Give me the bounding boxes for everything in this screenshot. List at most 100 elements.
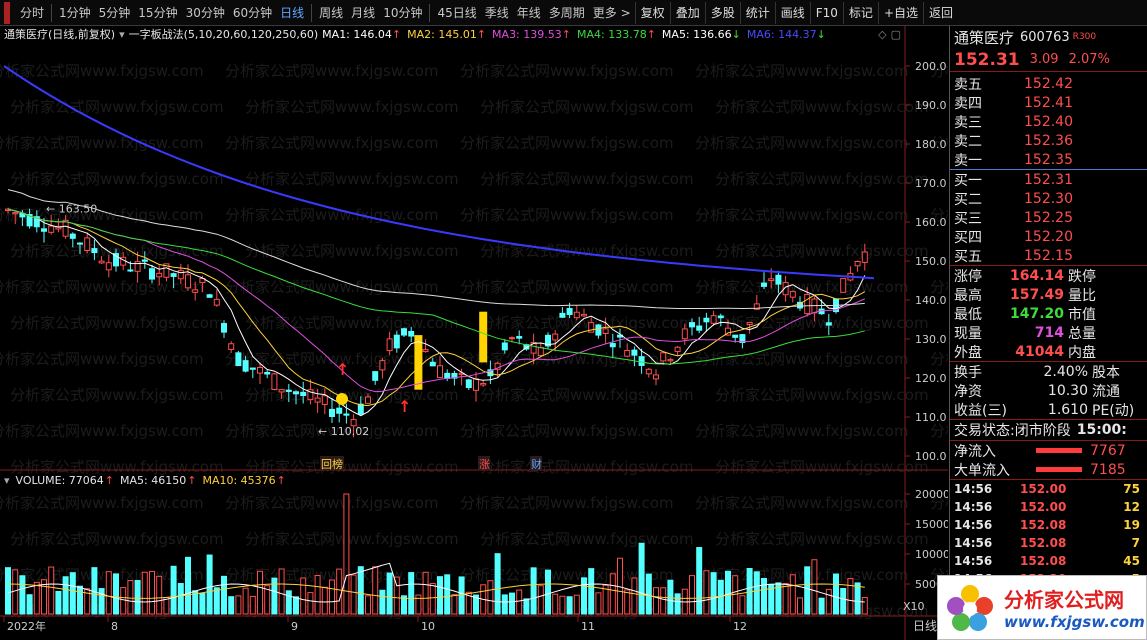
period-tab-11[interactable]: 季线: [484, 5, 509, 20]
volume-bar: [69, 572, 76, 615]
volume-bar: [408, 572, 415, 615]
candle-body: [797, 301, 803, 309]
period-tab-12[interactable]: 年线: [516, 5, 541, 20]
ask-label: 卖二: [954, 133, 982, 150]
candle-body: [33, 216, 40, 228]
volume-tick-label: 5000: [915, 578, 943, 591]
volume-bar: [62, 576, 69, 615]
watermark-text: 分析家公式网www.fxjgsw.com: [0, 134, 204, 152]
period-tab-9[interactable]: 10分钟: [383, 5, 423, 20]
toolbar-action-6[interactable]: 标记: [842, 1, 878, 24]
volume-bar: [581, 577, 587, 615]
toolbar-action-0[interactable]: 复权: [634, 1, 670, 24]
candle-body: [257, 366, 263, 374]
candle-body: [242, 360, 249, 372]
bid-price: 152.30: [1024, 190, 1073, 207]
up-arrow-icon: ↑: [646, 27, 656, 41]
candle-body: [170, 273, 177, 277]
watermark-text: 分析家公式网www.fxjgsw.com: [225, 134, 439, 152]
zoom-box-icon[interactable]: ▢: [890, 27, 901, 41]
toolbar-action-7[interactable]: +自选: [877, 1, 923, 24]
tick-volume: 75: [1123, 482, 1140, 496]
toolbar-action-2[interactable]: 多股: [704, 1, 740, 24]
period-tab-10[interactable]: 45日线: [437, 5, 477, 20]
watermark-text: 分析家公式网www.fxjgsw.com: [715, 170, 929, 188]
event-marker[interactable]: 财: [531, 457, 542, 471]
bid-row: 买四 152.20: [950, 227, 1147, 246]
toolbar-action-8[interactable]: 返回: [923, 1, 958, 24]
period-label: 日线: [913, 619, 937, 633]
period-tab-14[interactable]: 更多 >: [592, 5, 631, 20]
volume-bar: [307, 592, 314, 615]
volume-bar: [48, 566, 55, 615]
dropdown-icon[interactable]: ▾: [4, 473, 10, 487]
divider: [950, 419, 1147, 420]
volume-bar: [293, 596, 299, 615]
ma-label-6: MA6: 144.37: [746, 27, 817, 41]
stat-label: 总量: [1068, 325, 1096, 342]
volume-bar: [235, 595, 242, 615]
volume-bar: [357, 566, 364, 615]
toolbar-action-4[interactable]: 画线: [774, 1, 810, 24]
toolbar-action-3[interactable]: 统计: [739, 1, 775, 24]
chart-area[interactable]: 分析家公式网www.fxjgsw.com 分析家公式网www.fxjgsw.com…: [0, 26, 948, 640]
settings-diamond-icon[interactable]: ◇: [878, 27, 887, 41]
period-tab-8[interactable]: 月线: [351, 5, 376, 20]
candle-body: [480, 382, 487, 386]
price-tick-label: 140.0: [915, 294, 947, 307]
candle-body: [732, 334, 739, 338]
candle-body: [559, 312, 566, 318]
ask-row: 卖一 152.35: [950, 150, 1147, 169]
period-tab-4[interactable]: 30分钟: [185, 5, 225, 20]
dropdown-icon[interactable]: ▾: [119, 27, 125, 41]
ma-label-4: MA4: 133.78: [576, 27, 647, 41]
period-tab-0[interactable]: 分时: [20, 5, 45, 20]
candle-body: [530, 341, 537, 354]
period-tab-13[interactable]: 多周期: [548, 5, 585, 20]
tick-price: 152.00: [1020, 500, 1067, 514]
volume-bar: [602, 584, 609, 615]
toolbar-action-5[interactable]: F10: [809, 1, 843, 24]
bid-price: 152.25: [1024, 209, 1073, 226]
candle-body: [653, 374, 659, 380]
watermark-text: 分析家公式网www.fxjgsw.com: [715, 386, 929, 404]
watermark-text: 分析家公式网www.fxjgsw.com: [695, 134, 909, 152]
event-marker[interactable]: 回榜: [321, 457, 343, 471]
period-tab-5[interactable]: 60分钟: [232, 5, 273, 20]
volume-bar: [372, 566, 379, 615]
event-marker[interactable]: 涨: [479, 458, 490, 471]
candle-body: [422, 349, 429, 353]
trade-status-row: 交易状态: 闭市阶段 15:00:: [950, 420, 1147, 440]
stat-row: 涨停 164.14 跌停: [950, 266, 1147, 285]
stat-value: 1.610: [1047, 401, 1088, 418]
volume-bar: [415, 594, 422, 615]
period-tab-3[interactable]: 15分钟: [138, 5, 178, 20]
watermark-text: 分析家公式网www.fxjgsw.com: [715, 314, 929, 332]
volume-bar: [19, 575, 26, 615]
flow-value: 7185: [1090, 461, 1126, 478]
bid-label: 买四: [954, 229, 982, 246]
tick-volume: 7: [1131, 536, 1140, 550]
stat-row: 最高 157.49 量比: [950, 285, 1147, 304]
volume-bar: [149, 570, 155, 615]
price-tick-label: 100.0: [915, 450, 947, 463]
kline-chart[interactable]: 分析家公式网www.fxjgsw.com 分析家公式网www.fxjgsw.com…: [0, 26, 948, 640]
candle-body: [163, 263, 170, 278]
indicator-name[interactable]: 一字板战法(5,10,20,60,120,250,60): [128, 28, 319, 41]
stats-block-2: 换手 2.40% 股本 净资 10.30 流通 收益(三) 1.610 PE(动): [950, 362, 1147, 419]
watermark-text: 分析家公式网www.fxjgsw.com: [10, 242, 224, 260]
stat-row: 净资 10.30 流通: [950, 381, 1147, 400]
candle-body: [206, 294, 213, 298]
watermark-text: 分析家公式网www.fxjgsw.com: [10, 458, 224, 476]
toolbar-action-1[interactable]: 叠加: [669, 1, 705, 24]
candle-body: [372, 371, 379, 381]
period-tab-6[interactable]: 日线: [280, 5, 305, 20]
period-tab-7[interactable]: 周线: [319, 5, 344, 20]
period-tab-2[interactable]: 5分钟: [98, 5, 131, 20]
volume-bar: [199, 593, 206, 615]
bid-row: 买一 152.31: [950, 170, 1147, 189]
watermark-text: 分析家公式网www.fxjgsw.com: [715, 530, 929, 548]
up-arrow-icon: ↑: [187, 473, 197, 487]
ma4-line: [7, 208, 865, 365]
period-tab-1[interactable]: 1分钟: [59, 5, 91, 20]
